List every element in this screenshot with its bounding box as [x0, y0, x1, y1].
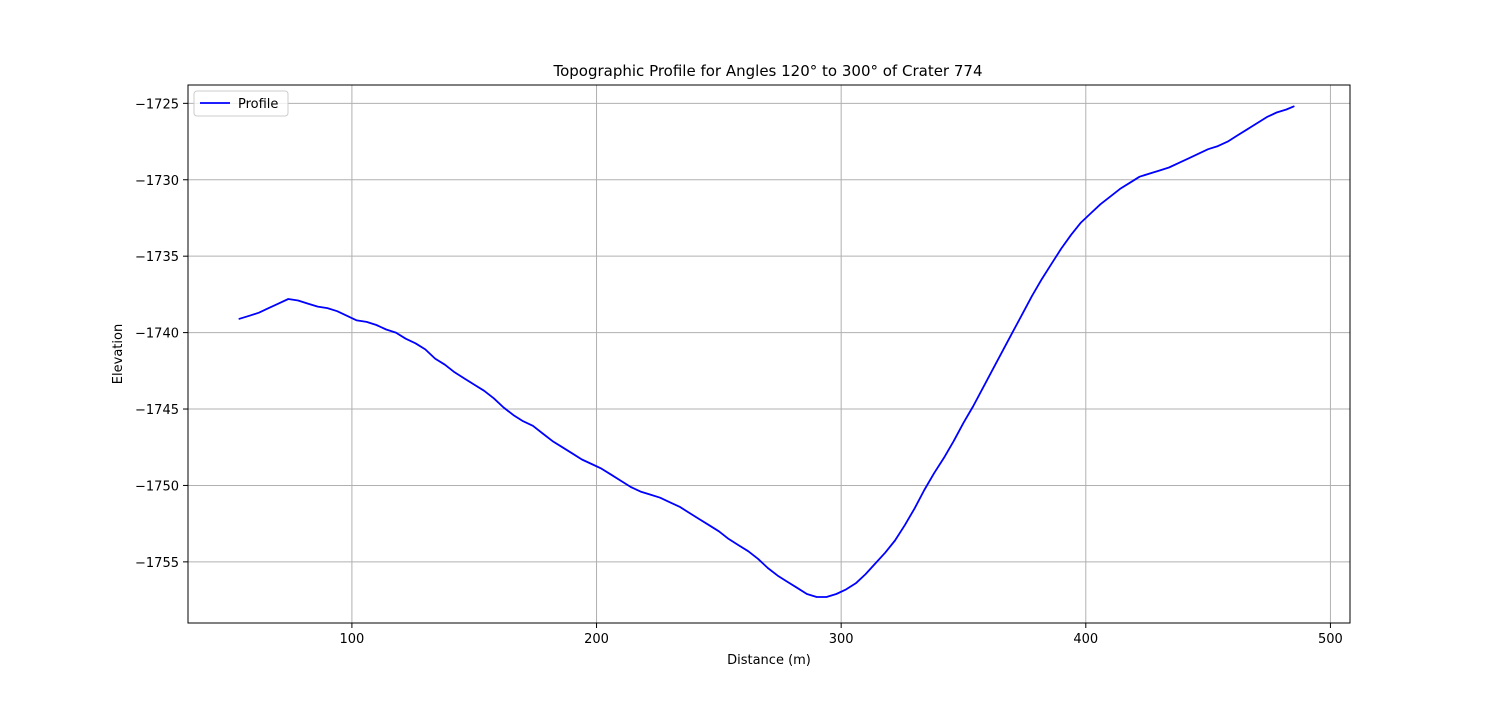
chart-title: Topographic Profile for Angles 120° to 3… [552, 62, 982, 80]
series-layer [238, 105, 1295, 598]
plot-frame [187, 84, 1351, 624]
x-tick-label: 400 [1073, 632, 1098, 647]
x-tick-label: 100 [339, 632, 364, 647]
series-line-profile [238, 105, 1295, 598]
y-tick-label: −1725 [135, 97, 179, 112]
y-tick-label: −1730 [135, 174, 179, 189]
legend: Profile [193, 90, 289, 117]
y-tick-label: −1750 [135, 479, 179, 494]
grid-layer [188, 85, 1350, 623]
x-axis-label: Distance (m) [727, 653, 811, 668]
x-tick-label: 500 [1318, 632, 1343, 647]
y-tick-label: −1735 [135, 250, 179, 265]
x-tick-label: 300 [829, 632, 854, 647]
x-tick-label: 200 [584, 632, 609, 647]
tick-layer: 100 200 300 400 500 −1725 −1730 −1735 −1740 −1745… [135, 97, 1343, 647]
y-tick-label: −1745 [135, 403, 179, 418]
y-axis-label: Elevation [111, 324, 126, 384]
legend-box [193, 90, 289, 117]
legend-label: Profile [238, 97, 278, 112]
y-tick-label: −1755 [135, 556, 179, 571]
y-tick-label: −1740 [135, 327, 179, 342]
